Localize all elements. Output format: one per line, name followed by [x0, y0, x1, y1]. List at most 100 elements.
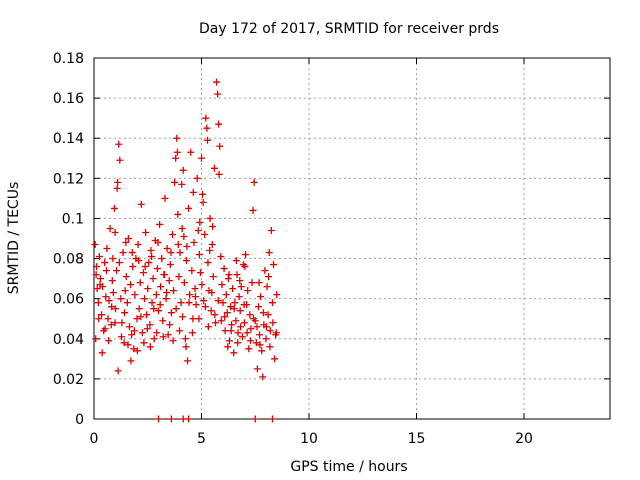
data-point [108, 303, 116, 311]
data-point [184, 357, 192, 365]
data-point [266, 327, 274, 335]
data-point [257, 293, 265, 301]
data-point [140, 339, 148, 347]
data-point [247, 325, 255, 333]
data-point [166, 261, 174, 269]
data-point [222, 291, 230, 299]
data-point [253, 365, 261, 373]
data-point [109, 289, 117, 297]
data-point [116, 156, 124, 164]
data-point [172, 154, 180, 162]
data-point [179, 313, 187, 321]
data-point [215, 170, 223, 178]
data-point [166, 321, 174, 329]
data-point [211, 319, 219, 327]
data-point [161, 271, 169, 279]
y-axis-title: SRMTID / TECUs [6, 182, 22, 295]
chart-title: Day 172 of 2017, SRMTID for receiver prd… [199, 21, 499, 37]
data-point [196, 218, 204, 226]
data-point [225, 271, 233, 279]
data-point [138, 329, 146, 337]
y-tick-label: 0.14 [53, 131, 84, 147]
data-point [93, 285, 101, 293]
data-point [107, 321, 115, 329]
data-point [237, 323, 245, 331]
y-tick-label: 0.1 [62, 211, 84, 227]
data-point [155, 307, 162, 315]
data-point [130, 327, 138, 335]
data-point [199, 198, 207, 206]
data-point [104, 315, 112, 323]
data-point [219, 299, 227, 307]
data-point [256, 341, 264, 349]
data-point [146, 321, 154, 329]
data-point [114, 178, 122, 186]
data-point [171, 178, 179, 186]
data-point [98, 311, 106, 319]
data-point [163, 289, 171, 297]
data-point [92, 335, 100, 343]
data-point [193, 174, 201, 182]
data-point [103, 245, 111, 253]
data-point [94, 299, 102, 307]
data-point [196, 269, 204, 277]
data-point [102, 293, 110, 301]
data-point [105, 337, 113, 345]
data-point [238, 333, 246, 341]
data-point [210, 164, 218, 172]
data-point [115, 140, 123, 148]
x-tick-label: 5 [197, 431, 206, 447]
data-point [217, 317, 225, 325]
data-point [172, 305, 180, 313]
data-point [253, 323, 261, 331]
data-point [255, 279, 263, 287]
data-point [200, 297, 208, 305]
data-point [163, 245, 171, 253]
data-point [191, 293, 199, 301]
data-point [153, 329, 161, 337]
data-point [267, 226, 275, 234]
data-point [203, 124, 211, 132]
data-points [91, 78, 281, 423]
data-point [218, 281, 226, 289]
data-point [273, 291, 281, 299]
data-point [98, 349, 106, 357]
y-tick-label: 0.16 [53, 91, 84, 107]
data-point [235, 293, 243, 301]
data-point [127, 357, 135, 365]
data-point [202, 114, 210, 122]
data-point [141, 263, 149, 271]
data-point [263, 283, 271, 291]
data-point [108, 277, 116, 285]
x-tick-label: 0 [90, 431, 99, 447]
data-point [207, 307, 215, 315]
data-point [95, 315, 103, 323]
data-point [209, 273, 217, 281]
x-axis-title: GPS time / hours [290, 459, 407, 475]
data-point [211, 311, 219, 319]
data-point [201, 303, 209, 311]
data-point [124, 235, 132, 242]
data-point [213, 78, 221, 86]
data-point [229, 285, 237, 293]
data-point [148, 299, 156, 307]
data-point [232, 257, 240, 265]
data-point [101, 259, 109, 267]
data-point [159, 317, 167, 325]
x-tick-labels: 0 5 10 15 20 [90, 431, 533, 447]
data-point [232, 317, 240, 325]
data-point [128, 249, 136, 257]
axis-ticks [93, 57, 610, 420]
data-point [131, 291, 139, 299]
data-point [194, 226, 202, 234]
data-point [264, 311, 272, 319]
data-point [195, 251, 203, 259]
data-point [179, 166, 187, 174]
data-point [128, 331, 136, 339]
data-point [156, 301, 164, 309]
data-point [258, 347, 266, 355]
data-point [249, 206, 257, 214]
y-tick-labels: 0 0.02 0.04 0.06 0.08 0.1 0.12 0.14 0.16 0.18 [53, 51, 84, 428]
data-point [241, 319, 248, 327]
data-point [262, 323, 270, 331]
